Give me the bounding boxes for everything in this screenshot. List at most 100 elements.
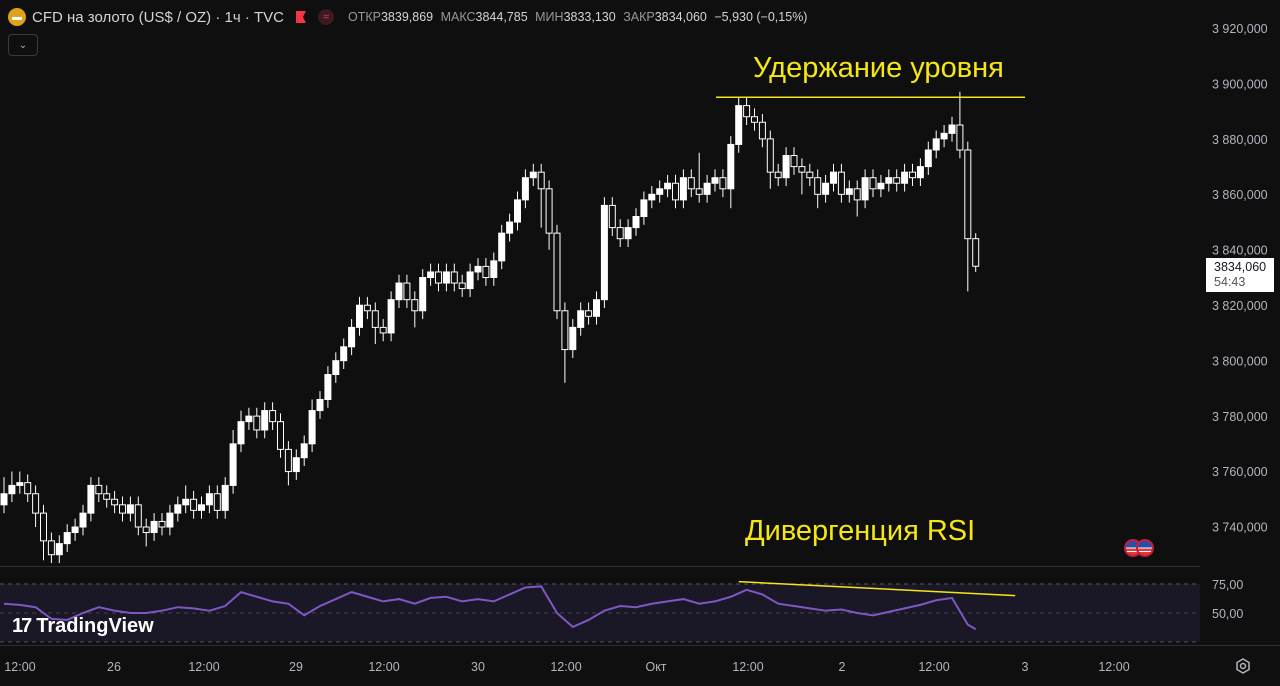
candle-body — [411, 299, 419, 312]
candle-body — [277, 421, 284, 450]
candle-body — [253, 415, 261, 431]
low-label: МИН — [535, 10, 564, 24]
flag-icon[interactable] — [295, 11, 306, 23]
time-axis-border — [0, 645, 1280, 646]
tradingview-logo[interactable]: 17 TradingView — [12, 615, 154, 638]
candle-body — [751, 116, 758, 123]
candle-body — [482, 265, 490, 278]
logo-text: TradingView — [36, 615, 154, 637]
candle-body — [766, 138, 774, 173]
time-tick: 12:00 — [188, 660, 219, 674]
close-value: 3834,060 — [654, 10, 707, 24]
candle-body — [656, 188, 664, 195]
candle-body — [340, 346, 348, 362]
candle-body — [261, 410, 269, 431]
candle-body — [71, 526, 79, 534]
candle-body — [395, 282, 403, 301]
symbol-title[interactable]: CFD на золото (US$ / OZ) · 1ч · TVC — [32, 8, 284, 26]
low-value: 3833,130 — [563, 10, 616, 24]
candle-body — [324, 374, 332, 400]
candles-group — [0, 91, 980, 564]
candle-body — [885, 177, 893, 184]
economic-events[interactable] — [1124, 539, 1154, 557]
candle-body — [837, 171, 845, 195]
candle-body — [379, 326, 387, 334]
candle-body — [664, 182, 672, 190]
candle-body — [719, 177, 727, 190]
candle-body — [814, 177, 822, 195]
candle-body — [356, 304, 363, 328]
time-tick: 12:00 — [918, 660, 949, 674]
candle-body — [924, 149, 932, 168]
candle-body — [956, 124, 964, 151]
candle-body — [679, 177, 687, 201]
candle-body — [727, 143, 735, 190]
data-source-icon: ≈ — [317, 9, 334, 25]
candle-body — [111, 498, 119, 506]
collapse-legend-button[interactable]: ⌄ — [8, 34, 38, 56]
candle-body — [948, 124, 956, 134]
open-label: ОТКР — [347, 10, 381, 24]
time-tick: 12:00 — [368, 660, 399, 674]
candle-body — [63, 532, 71, 545]
time-tick: 12:00 — [732, 660, 763, 674]
candle-body — [514, 199, 521, 223]
candle-body — [687, 177, 695, 190]
time-axis[interactable]: 12:00 26 12:00 29 12:00 30 12:00 Окт 12:00 2 12:00… — [4, 660, 1129, 674]
candle-body — [47, 540, 55, 556]
candle-body — [577, 310, 585, 328]
close-label: ЗАКР — [623, 10, 655, 24]
change-value: −5,930 (−0,15%) — [714, 10, 808, 24]
candle-body — [822, 182, 830, 195]
candle-body — [624, 227, 632, 240]
pane-divider[interactable] — [0, 566, 1200, 567]
candle-body — [190, 498, 198, 511]
price-tick: 3 920,000 — [1212, 22, 1268, 36]
candle-body — [419, 277, 427, 312]
time-tick: 2 — [839, 660, 846, 674]
candle-body — [158, 520, 166, 528]
rsi-line — [3, 585, 977, 631]
price-tick: 3 820,000 — [1212, 299, 1268, 313]
candle-body — [830, 171, 837, 184]
candle-body — [600, 204, 608, 301]
candle-body — [174, 504, 182, 514]
candle-body — [869, 177, 877, 190]
candle-body — [87, 484, 95, 514]
price-tick: 3 840,000 — [1212, 244, 1268, 258]
candle-body — [119, 504, 126, 514]
price-axis[interactable]: 3 920,000 3 900,000 3 880,000 3 860,000 3 84… — [1212, 22, 1268, 535]
open-value: 3839,869 — [380, 10, 434, 24]
candle-body — [182, 498, 190, 506]
candle-body — [348, 326, 356, 348]
rsi-axis[interactable]: 75,00 50,00 — [1212, 578, 1243, 621]
price-tick: 3 800,000 — [1212, 354, 1268, 368]
candle-body — [427, 271, 435, 279]
candle-body — [363, 304, 371, 312]
candle-body — [292, 457, 300, 473]
last-price-value: 3834,060 — [1214, 260, 1267, 274]
candle-body — [735, 105, 743, 145]
price-tick: 3 900,000 — [1212, 77, 1268, 91]
us-flag-event-icon[interactable] — [1136, 539, 1154, 557]
time-tick: 12:00 — [550, 660, 581, 674]
candle-body — [553, 232, 561, 312]
candle-body — [221, 484, 229, 511]
candle-body — [853, 188, 861, 201]
candle-body — [371, 310, 379, 328]
candle-body — [632, 216, 640, 229]
candle-body — [284, 448, 292, 473]
candle-body — [916, 166, 924, 179]
time-tick: 12:00 — [1098, 660, 1129, 674]
candle-body — [142, 526, 150, 534]
candle-body — [743, 105, 751, 118]
candle-body — [450, 271, 458, 284]
candle-body — [134, 504, 142, 528]
time-tick: 12:00 — [4, 660, 35, 674]
candle-body — [561, 310, 569, 351]
candle-body — [798, 166, 806, 173]
candle-body — [166, 512, 174, 528]
settings-gear-icon[interactable] — [1234, 657, 1252, 675]
time-tick: 29 — [289, 660, 303, 674]
